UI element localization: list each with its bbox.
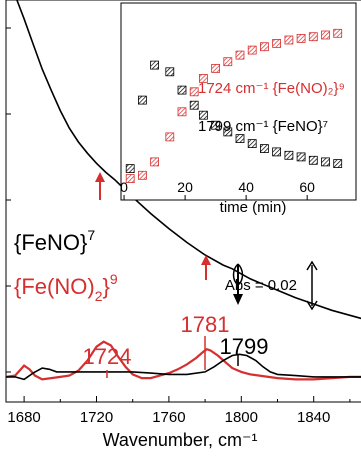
- abs-scale-label: Abs = 0.02: [225, 277, 297, 294]
- fe-no2-point: [125, 174, 135, 184]
- fe-no2-point: [247, 45, 257, 55]
- feno-point: [333, 159, 343, 169]
- feno-point: [284, 150, 294, 160]
- feno-point: [296, 152, 306, 162]
- fe-no2-point: [308, 32, 318, 42]
- fe-no2-species-label: {Fe(NO)2}9: [14, 271, 118, 304]
- feno-point: [223, 127, 233, 137]
- fe-no2-point: [259, 42, 269, 52]
- fe-no2-point: [223, 57, 233, 67]
- x-axis-label: Wavenumber, cm⁻¹: [103, 430, 258, 450]
- fe-no2-point: [177, 107, 187, 117]
- inset-x-axis-label: time (min): [220, 199, 287, 216]
- feno-point: [189, 100, 199, 110]
- feno-point: [235, 134, 245, 144]
- feno-point: [247, 139, 257, 149]
- fe-no2-point: [333, 28, 343, 38]
- inset-x-tick-label: 60: [299, 179, 315, 195]
- inset-points: [125, 28, 343, 184]
- fe-no2-point: [189, 87, 199, 97]
- feno-point: [137, 95, 147, 105]
- inset-x-tick-label: 20: [177, 179, 193, 195]
- fe-no2-point: [198, 74, 208, 83]
- feno-point: [125, 164, 135, 174]
- red-up-arrow: [95, 172, 105, 200]
- abs-scale-bar: Abs = 0.02: [225, 260, 318, 311]
- fe-no2-point: [272, 39, 282, 48]
- inset-frame: [120, 2, 357, 201]
- x-tick-label: 1800: [225, 409, 258, 426]
- inset-legend: 1724 cm⁻¹ {Fe(NO)₂}⁹ 1799 cm⁻¹ {FeNO}⁷: [198, 80, 345, 135]
- x-tick-label: 1840: [297, 409, 330, 426]
- legend-fe-no2: 1724 cm⁻¹ {Fe(NO)₂}⁹: [198, 80, 345, 97]
- inset-x-tick-label: 0: [120, 179, 128, 195]
- feno-species-label: {FeNO}7: [14, 227, 95, 255]
- inset-x-axis: 0 20 40 60: [120, 179, 315, 200]
- spectrum-lines: [5, 0, 361, 381]
- feno-point: [259, 144, 269, 154]
- fe-no2-point: [211, 64, 221, 73]
- feno-point: [272, 147, 282, 157]
- fe-no2-point: [165, 132, 175, 142]
- kinetics-inset: 0 20 40 60 time (min) 1724 cm⁻¹ {Fe(NO)₂}⁹ …: [120, 2, 357, 216]
- spectrum-line: [16, 0, 361, 320]
- peak-label-1781: 1781: [181, 312, 230, 337]
- fe-no2-point: [284, 35, 294, 45]
- y-axis-ticks: [6, 27, 11, 373]
- feno-point: [321, 157, 330, 167]
- red-up-arrow: [201, 255, 211, 280]
- peak-label-1799: 1799: [220, 334, 269, 359]
- x-axis: 1680 1720 1760 1800 1840: [7, 396, 351, 426]
- fe-no2-point: [235, 50, 245, 60]
- x-tick-label: 1720: [80, 409, 113, 426]
- feno-point: [211, 120, 221, 130]
- inset-x-tick-label: 40: [238, 179, 254, 195]
- legend-feno: 1799 cm⁻¹ {FeNO}⁷: [198, 118, 328, 135]
- fe-no2-point: [296, 34, 306, 43]
- x-tick-label: 1680: [7, 409, 40, 426]
- x-tick-label: 1760: [152, 409, 185, 426]
- spectrum-line: [6, 353, 361, 381]
- feno-point: [308, 155, 318, 165]
- feno-point: [198, 110, 208, 120]
- peak-label-1724: 1724: [83, 344, 132, 369]
- fe-no2-point: [150, 157, 160, 167]
- feno-point: [177, 85, 187, 95]
- feno-point: [165, 67, 175, 77]
- fe-no2-point: [137, 170, 147, 180]
- fe-no2-point: [321, 30, 330, 40]
- black-down-arrow: [232, 263, 244, 305]
- feno-point: [150, 60, 160, 70]
- main-plot-frame: [5, 0, 361, 403]
